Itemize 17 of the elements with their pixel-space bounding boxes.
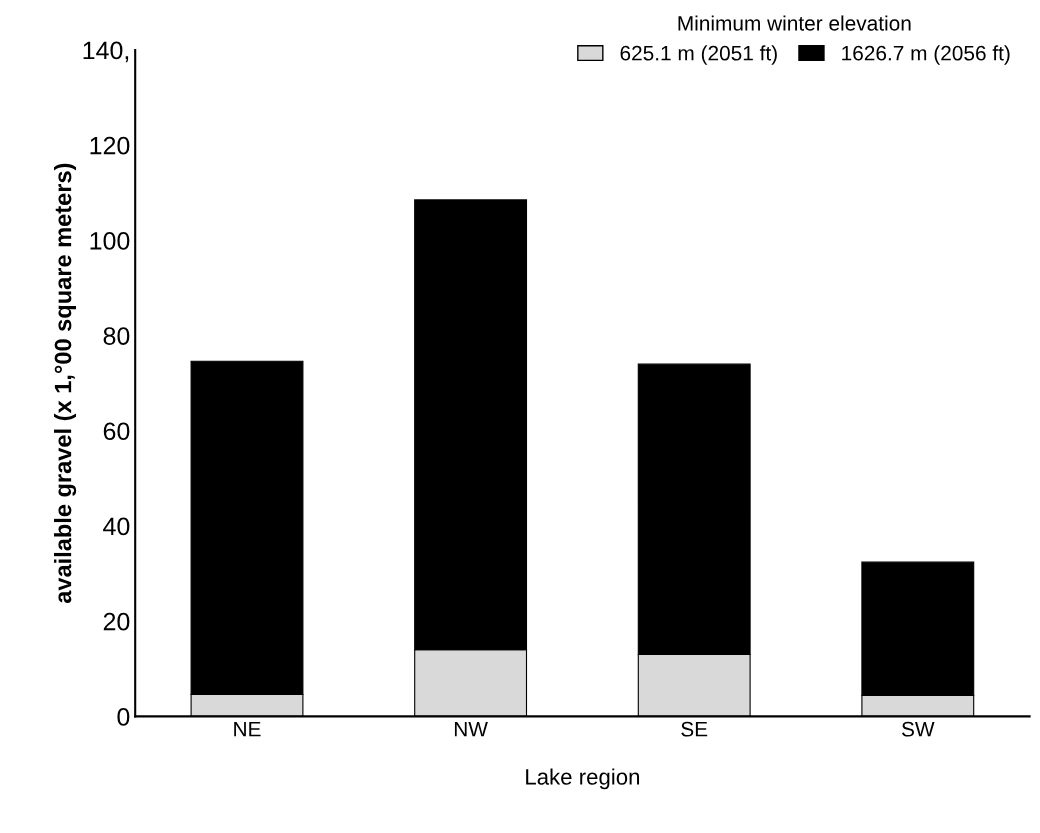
legend-label: 1626.7 m (2056 ft)	[842, 45, 1010, 65]
y-tick-label: 40	[103, 517, 130, 536]
x-tick-label: SE	[681, 721, 708, 737]
legend-title: Minimum winter elevation	[678, 15, 911, 31]
legend-label: 625.1 m (2051 ft)	[620, 45, 777, 65]
y-tick-label: 60	[103, 422, 130, 441]
y-tick-label: 80	[103, 327, 130, 345]
y-tick-label: 100	[90, 231, 130, 250]
x-tick-label: NE	[234, 722, 261, 737]
y-tick-label: 20	[103, 612, 130, 631]
y-axis-title: available gravel (x 1,°00 square meters)	[54, 163, 77, 604]
y-tick-label: 0	[117, 707, 130, 726]
y-tick-label: 140,	[83, 41, 129, 63]
x-axis-title: Lake region	[526, 768, 640, 790]
x-tick-label: SW	[901, 721, 935, 737]
x-tick-label: NW	[454, 722, 488, 737]
y-tick-label: 120	[90, 136, 130, 155]
